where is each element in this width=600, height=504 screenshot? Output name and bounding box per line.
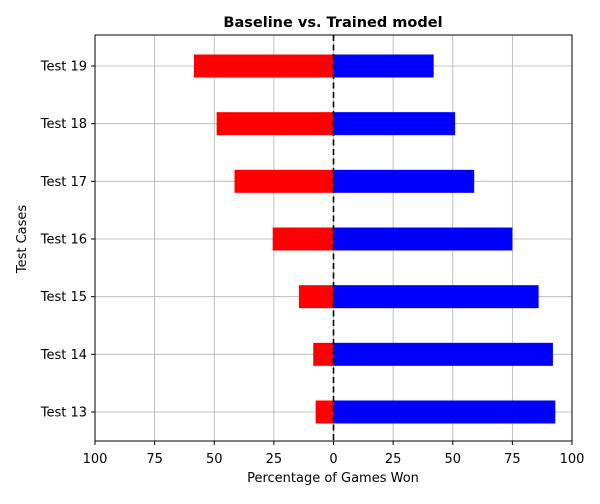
baseline-bar	[216, 112, 334, 136]
x-tick-label: 0	[329, 452, 337, 467]
y-tick-label: Test 14	[40, 348, 87, 363]
trained-bar	[333, 169, 475, 193]
x-tick-label: 25	[266, 452, 283, 467]
y-tick-label: Test 15	[40, 290, 87, 305]
baseline-bar	[298, 285, 334, 309]
x-axis-label: Percentage of Games Won	[247, 471, 419, 486]
baseline-bar	[272, 227, 334, 251]
y-tick-label: Test 13	[40, 406, 87, 421]
trained-bar	[333, 285, 539, 309]
baseline-bar	[315, 400, 334, 424]
x-tick-label: 50	[206, 452, 223, 467]
trained-bar	[333, 342, 553, 366]
x-tick-label: 100	[83, 452, 108, 467]
trained-bar	[333, 54, 434, 78]
y-tick-label: Test 18	[40, 117, 87, 132]
x-tick-label: 100	[560, 452, 585, 467]
y-tick-label: Test 19	[40, 60, 87, 75]
baseline-bar	[313, 342, 334, 366]
trained-bar	[333, 227, 513, 251]
baseline-bar	[234, 169, 334, 193]
bars	[193, 54, 556, 424]
chart-title: Baseline vs. Trained model	[223, 15, 442, 31]
x-tick-label: 25	[385, 452, 402, 467]
x-tick-label: 75	[146, 452, 163, 467]
y-tick-label: Test 16	[40, 233, 87, 248]
baseline-bar	[193, 54, 334, 78]
trained-bar	[333, 112, 456, 136]
trained-bar	[333, 400, 556, 424]
ticks: 100 75 50 25 0 25 50 75 100 Test 13 Test 14 Test 15…	[40, 60, 585, 468]
y-tick-label: Test 17	[40, 175, 87, 190]
y-axis-label: Test Cases	[15, 205, 30, 275]
x-tick-label: 50	[444, 452, 461, 467]
x-tick-label: 75	[504, 452, 521, 467]
